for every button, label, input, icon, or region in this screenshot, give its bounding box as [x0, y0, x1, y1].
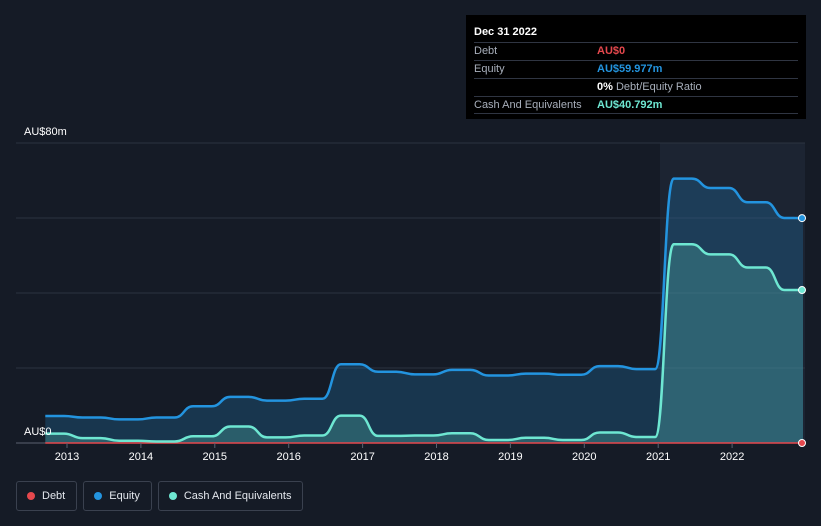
tooltip-date: Dec 31 2022: [474, 26, 537, 38]
series-areas: [45, 178, 804, 443]
x-tick-label: 2019: [498, 451, 522, 463]
tooltip-value: AU$40.792m: [597, 99, 663, 111]
tooltip-label: [474, 79, 597, 95]
tooltip-value: AU$59.977m: [597, 63, 663, 75]
y-tick-label-zero: AU$0: [24, 426, 52, 438]
tooltip: Dec 31 2022 Debt AU$0 Equity AU$59.977m …: [466, 15, 806, 119]
series-lines: [45, 177, 804, 444]
series-endpoints: [798, 214, 806, 447]
tooltip-row-cash: Cash And Equivalents AU$40.792m: [474, 96, 798, 114]
y-tick-label-top: AU$80m: [24, 126, 67, 138]
legend-dot-icon: [94, 492, 103, 500]
area-equity: [45, 178, 804, 443]
legend-item-debt[interactable]: Debt: [16, 481, 78, 511]
legend-label: Debt: [42, 490, 66, 502]
x-tick-label: 2017: [350, 451, 374, 463]
tooltip-row-debt: Debt AU$0: [474, 42, 798, 59]
legend-item-cash[interactable]: Cash And Equivalents: [157, 481, 304, 511]
legend: Debt Equity Cash And Equivalents: [16, 481, 304, 511]
tooltip-row-ratio: 0% Debt/Equity Ratio: [474, 78, 798, 95]
x-tick-label: 2020: [572, 451, 596, 463]
x-tick-label: 2013: [55, 451, 79, 463]
tooltip-row-equity: Equity AU$59.977m: [474, 60, 798, 77]
tooltip-value: AU$0: [597, 45, 626, 57]
endpoint-cash-and-equivalents: [798, 286, 806, 295]
legend-label: Equity: [109, 490, 140, 502]
x-tick-label: 2014: [129, 451, 153, 463]
ratio-value: 0%: [597, 81, 613, 93]
area-cash-and-equivalents: [45, 244, 804, 443]
line-equity: [45, 177, 804, 421]
x-tick-label: 2022: [720, 451, 744, 463]
tooltip-label: Debt: [474, 45, 498, 57]
x-tick-label: 2016: [276, 451, 300, 463]
tooltip-value: 0% Debt/Equity Ratio: [597, 79, 702, 95]
ratio-label: Debt/Equity Ratio: [615, 81, 702, 93]
tooltip-label: Cash And Equivalents: [474, 99, 582, 111]
legend-item-equity[interactable]: Equity: [83, 481, 152, 511]
endpoint-equity: [798, 214, 806, 223]
x-tick-label: 2018: [424, 451, 448, 463]
legend-label: Cash And Equivalents: [183, 490, 292, 502]
tooltip-label: Equity: [474, 63, 505, 75]
legend-dot-icon: [27, 492, 35, 500]
legend-dot-icon: [168, 492, 177, 500]
line-cash-and-equivalents: [45, 243, 803, 443]
x-tick-label: 2015: [203, 451, 227, 463]
x-axis-ticks: 2013 2014 2015 2016 2017 2018 2019 2020 2021 2022: [55, 443, 744, 463]
x-tick-label: 2021: [646, 451, 670, 463]
endpoint-debt: [798, 439, 806, 447]
